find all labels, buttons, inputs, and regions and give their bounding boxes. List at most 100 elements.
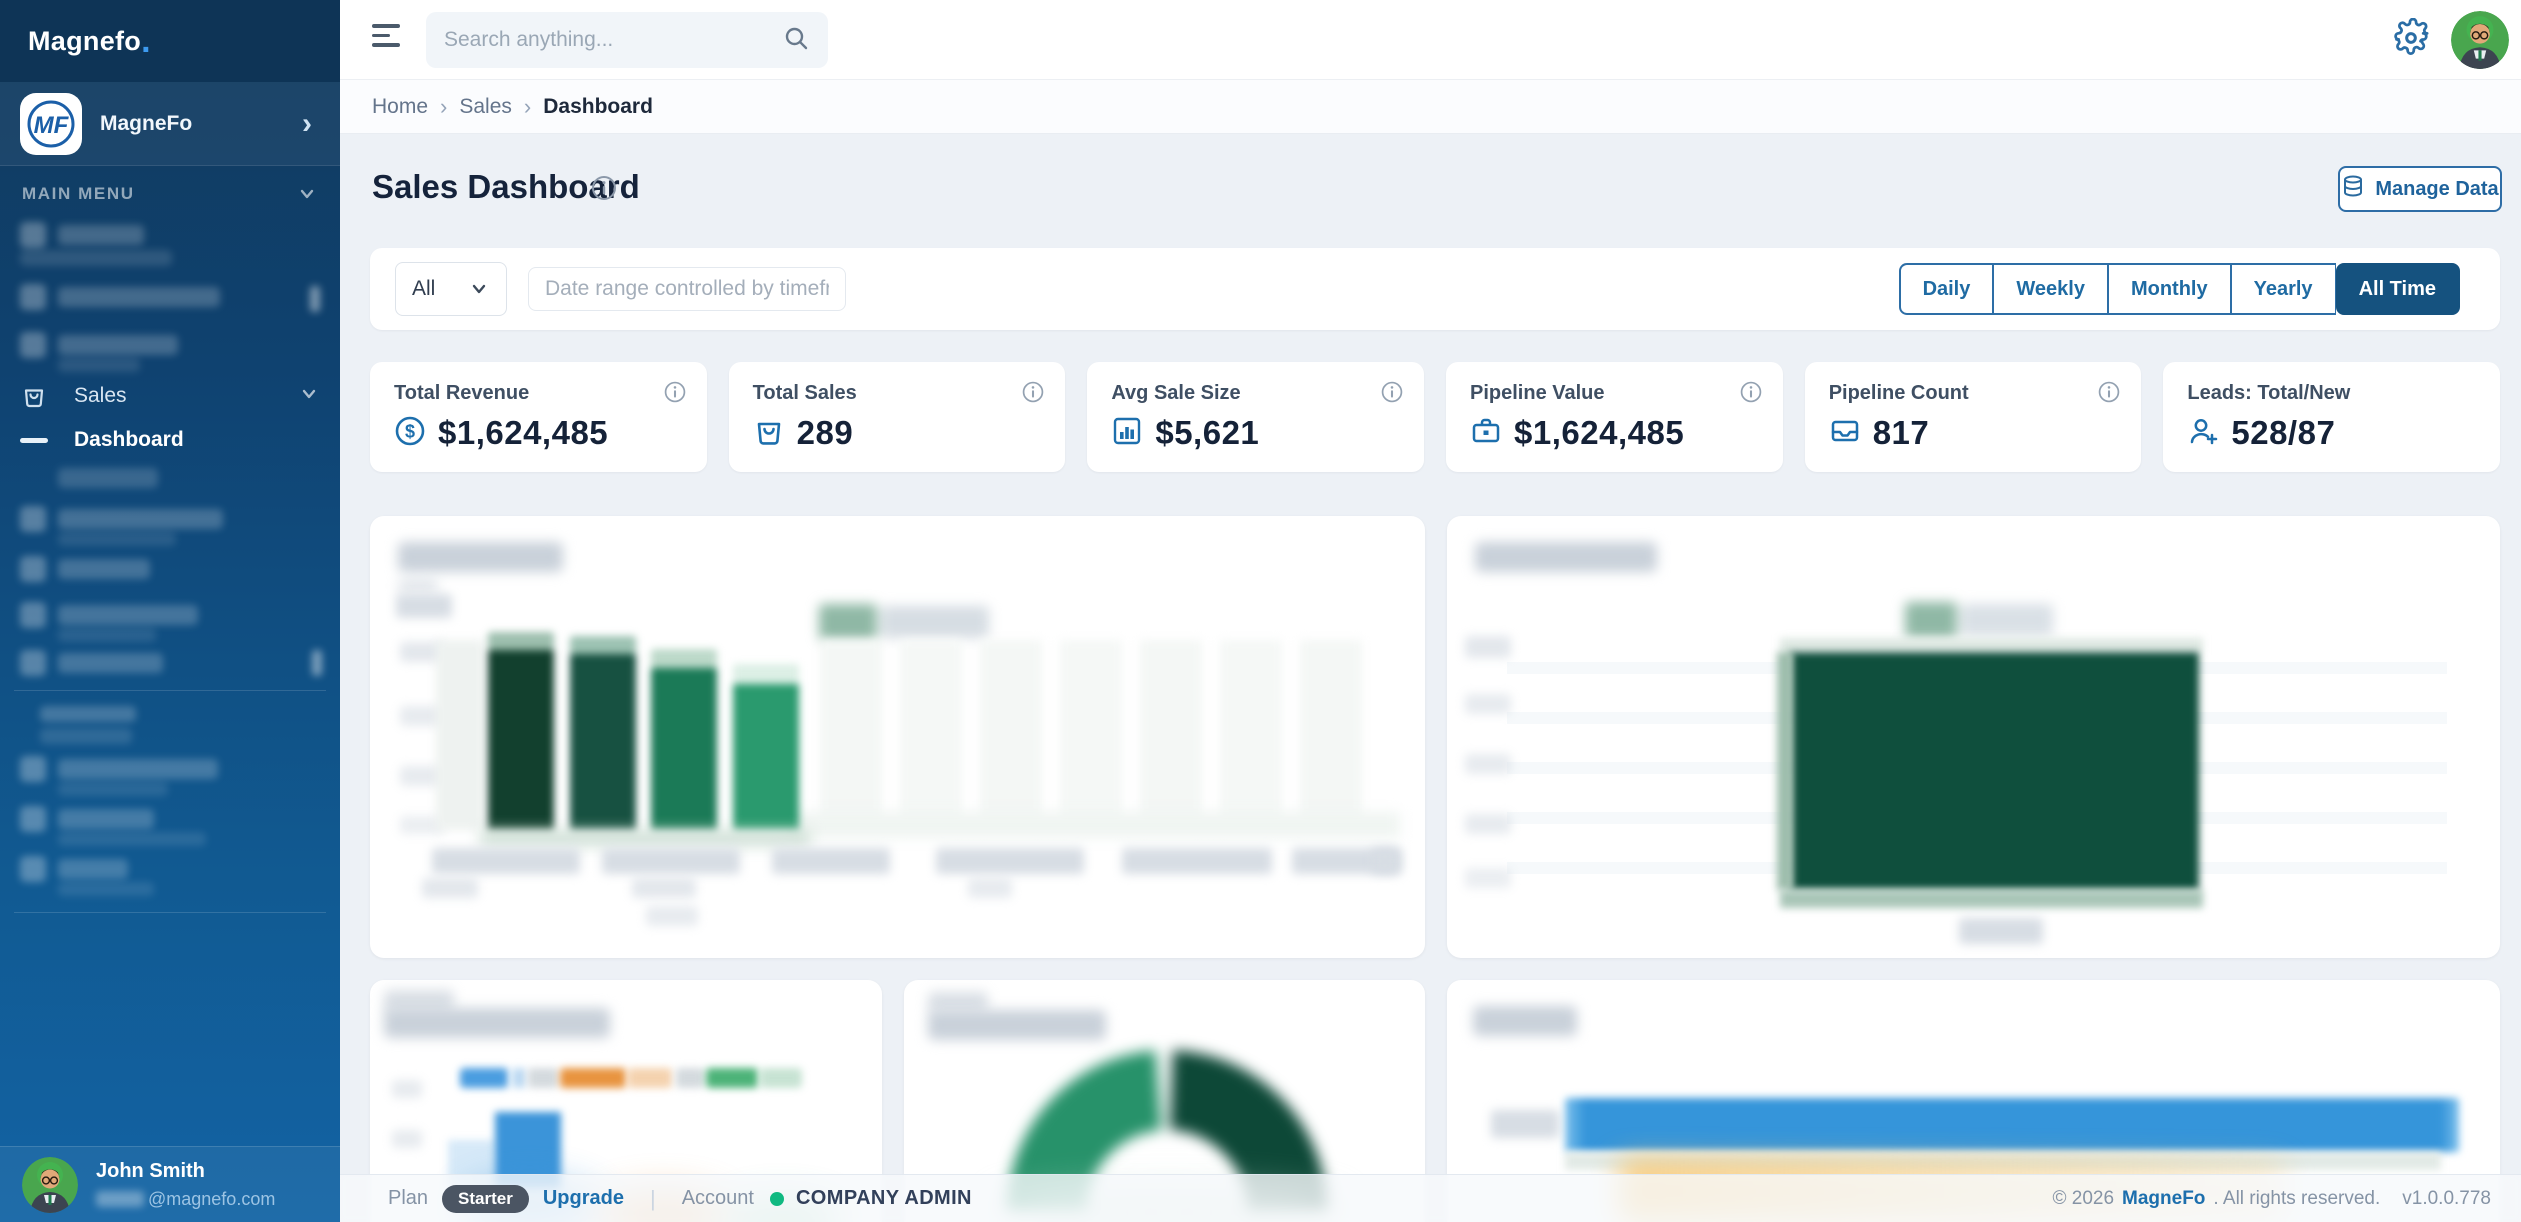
date-range-input[interactable]	[528, 267, 846, 311]
footer-brand-link[interactable]: MagneFo	[2122, 1187, 2206, 1209]
redacted-menu-item[interactable]	[58, 335, 178, 355]
copyright-prefix: © 2026	[2052, 1187, 2115, 1209]
chevron-down-icon	[472, 284, 486, 294]
kpi-value: $1,624,485	[438, 414, 609, 451]
timeframe-yearly[interactable]: Yearly	[2230, 263, 2336, 315]
kpi-label: Leads: Total/New	[2187, 382, 2351, 404]
redacted-menu-item[interactable]	[58, 882, 154, 896]
redacted-menu-item[interactable]	[58, 287, 220, 307]
redacted-axis-label	[1465, 636, 1511, 658]
sidebar-divider	[14, 690, 326, 691]
kpi-leads: Leads: Total/New 528/87	[2163, 362, 2501, 472]
sidebar-item-sales[interactable]: Sales	[0, 376, 340, 416]
info-icon[interactable]	[1739, 380, 1763, 409]
chevron-down-icon	[298, 383, 320, 410]
kpi-value: 528/87	[2231, 414, 2336, 451]
upgrade-link[interactable]: Upgrade	[542, 1187, 624, 1209]
chevron-right-icon: ›	[302, 106, 312, 140]
status-dot-icon	[769, 1191, 784, 1206]
sidebar-item-dashboard[interactable]: Dashboard	[0, 420, 340, 460]
svg-text:$: $	[405, 421, 415, 441]
redacted-menu-icon	[20, 806, 46, 832]
redacted-menu-item[interactable]	[58, 653, 163, 673]
redacted-badge	[310, 286, 320, 312]
org-switcher[interactable]: MF MagneFo ›	[0, 82, 340, 166]
bar-1	[488, 632, 554, 831]
breadcrumb-home[interactable]: Home	[372, 94, 429, 118]
redacted-menu-item[interactable]	[58, 559, 150, 579]
redacted-menu-item[interactable]	[58, 509, 223, 529]
user-avatar[interactable]	[2451, 11, 2509, 69]
timeframe-monthly[interactable]: Monthly	[2107, 263, 2231, 315]
account-label: Account	[681, 1187, 754, 1209]
kpi-label: Pipeline Value	[1470, 382, 1605, 404]
redacted-menu-item[interactable]	[58, 832, 206, 846]
plan-label: Plan	[388, 1187, 429, 1209]
info-icon[interactable]	[1380, 380, 1404, 409]
search-input[interactable]	[444, 28, 782, 52]
redacted-menu-item[interactable]	[40, 706, 136, 722]
timeframe-all-time[interactable]: All Time	[2335, 263, 2460, 315]
bar-3	[651, 649, 717, 831]
user-profile[interactable]: John Smith @magnefo.com	[0, 1146, 340, 1222]
redacted-axis-label	[1122, 848, 1272, 874]
redacted-menu-item[interactable]	[58, 605, 198, 625]
redacted-menu-item[interactable]	[40, 728, 132, 744]
search-icon[interactable]	[782, 24, 810, 57]
redacted-chart-subtitle	[398, 578, 438, 594]
redacted-menu-item[interactable]	[58, 532, 176, 546]
info-icon[interactable]	[663, 380, 687, 409]
info-icon[interactable]	[1021, 380, 1045, 409]
redacted-axis-label	[1372, 848, 1398, 874]
redacted-menu-icon	[20, 756, 46, 782]
redacted-menu-item[interactable]	[58, 358, 140, 372]
redacted-axis-label	[968, 878, 1012, 898]
breadcrumb: Home › Sales › Dashboard	[340, 80, 2521, 134]
redacted-menu-item[interactable]	[58, 468, 158, 488]
breadcrumb-sales[interactable]: Sales	[459, 94, 512, 118]
redacted-axis-label	[772, 848, 890, 874]
redacted-menu-item[interactable]	[58, 809, 154, 829]
redacted-chart-title	[928, 992, 988, 1012]
redacted-menu-icon	[20, 332, 46, 358]
brand-text: Magnefo	[28, 25, 142, 56]
chart-card-top-right	[1447, 516, 2500, 958]
avatar	[22, 1156, 78, 1213]
info-icon[interactable]	[590, 174, 618, 207]
redacted-menu-item[interactable]	[58, 759, 218, 779]
redacted-menu-item[interactable]	[58, 782, 168, 796]
timeframe-weekly[interactable]: Weekly	[1993, 263, 2108, 315]
org-logo-icon: MF	[20, 92, 82, 155]
redacted-menu-icon	[20, 650, 46, 676]
kpi-pipeline-count: Pipeline Count 817	[1804, 362, 2142, 472]
redacted-axis-label	[1491, 1110, 1559, 1138]
shopping-bag-icon	[753, 415, 785, 452]
bar-4	[733, 664, 799, 831]
bar-1	[1790, 652, 2199, 890]
manage-data-button[interactable]: Manage Data	[2338, 166, 2502, 212]
main-menu-section[interactable]: MAIN MENU	[0, 176, 340, 212]
sidebar-toggle-button[interactable]	[372, 24, 402, 54]
redacted-axis-label	[400, 642, 444, 662]
sidebar: Magnefo. MF MagneFo › MAIN MENU Sales	[0, 0, 340, 1222]
timeframe-daily[interactable]: Daily	[1898, 263, 1994, 315]
redacted-chart-title	[928, 1010, 1106, 1040]
redacted-menu-item[interactable]	[58, 628, 156, 642]
footer-right: © 2026 MagneFo . All rights reserved. v1…	[2052, 1188, 2491, 1210]
sidebar-item-label: Dashboard	[74, 428, 184, 451]
info-icon[interactable]	[2097, 380, 2121, 409]
redacted-axis-label	[602, 848, 740, 874]
redacted-chart-title	[384, 1008, 610, 1038]
settings-gear-icon[interactable]	[2387, 14, 2435, 62]
footer: Plan Starter Upgrade | Account COMPANY A…	[340, 1174, 2521, 1222]
filter-dropdown[interactable]: All	[395, 262, 507, 316]
redacted-menu-item[interactable]	[58, 859, 128, 879]
redacted-menu-item[interactable]	[20, 250, 172, 266]
redacted-axis-label	[422, 878, 478, 898]
org-monogram: MF	[34, 112, 70, 139]
redacted-menu-item[interactable]	[58, 225, 144, 245]
bar-chart-icon	[1111, 415, 1143, 452]
redacted-axis-label	[1465, 868, 1511, 888]
redacted-axis-label	[400, 706, 444, 726]
sidebar-divider	[14, 912, 326, 913]
